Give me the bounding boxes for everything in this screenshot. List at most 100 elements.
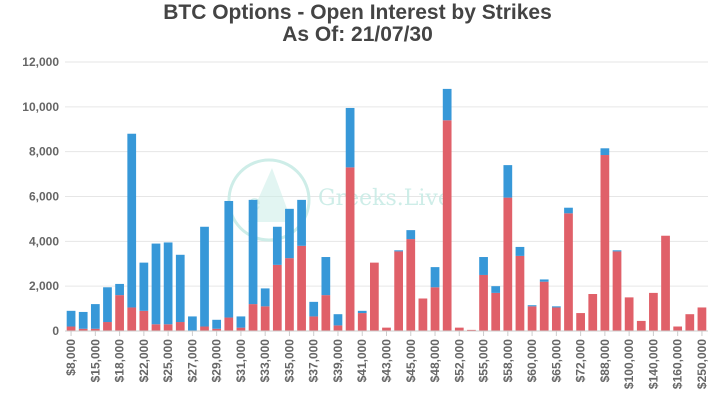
bar-segment-red[interactable]: [697, 307, 707, 331]
bar-segment-red[interactable]: [236, 327, 246, 331]
bar-segment-blue[interactable]: [163, 242, 173, 325]
bar-segment-red[interactable]: [661, 235, 670, 331]
bar-segment-blue[interactable]: [297, 199, 306, 246]
bar-segment-red[interactable]: [139, 310, 149, 331]
x-tick-label: $37,000: [307, 339, 321, 383]
bar-segment-red[interactable]: [551, 307, 561, 331]
bar-segment-blue[interactable]: [224, 200, 234, 318]
bar-segment-blue[interactable]: [394, 250, 403, 252]
x-tick-label: $33,000: [258, 339, 272, 383]
bar-segment-blue[interactable]: [309, 301, 319, 317]
bar-segment-blue[interactable]: [442, 88, 452, 121]
bar-segment-red[interactable]: [503, 197, 513, 331]
bar-segment-blue[interactable]: [321, 257, 331, 296]
bar-segment-blue[interactable]: [612, 250, 622, 252]
bar-segment-blue[interactable]: [430, 267, 440, 288]
bar-segment-blue[interactable]: [345, 107, 355, 168]
x-tick-label: $88,000: [598, 339, 612, 383]
bar-segment-red[interactable]: [224, 317, 234, 331]
bar-segment-red[interactable]: [103, 322, 112, 331]
bar-segment-blue[interactable]: [285, 208, 294, 259]
bar-segment-red[interactable]: [370, 262, 379, 331]
bar-segment-red[interactable]: [345, 167, 355, 331]
bar-segment-red[interactable]: [285, 258, 294, 331]
bar-segment-red[interactable]: [394, 251, 403, 331]
bar-segment-red[interactable]: [297, 245, 306, 331]
bar-segment-blue[interactable]: [212, 319, 222, 329]
bar-segment-red[interactable]: [624, 297, 634, 331]
bar-segment-blue[interactable]: [248, 199, 258, 305]
bar-segment-blue[interactable]: [272, 226, 282, 265]
bar-segment-red[interactable]: [115, 295, 124, 331]
bar-segment-red[interactable]: [564, 213, 573, 331]
bar-segment-blue[interactable]: [151, 243, 161, 325]
bar-segment-red[interactable]: [527, 306, 537, 331]
bar-segment-blue[interactable]: [78, 311, 88, 329]
bar-segment-blue[interactable]: [139, 262, 149, 311]
bar-segment-red[interactable]: [272, 264, 282, 331]
bar-segment-red[interactable]: [442, 120, 452, 332]
bar-segment-blue[interactable]: [479, 257, 488, 275]
bar-segment-red[interactable]: [491, 292, 501, 331]
watermark-circle: [227, 158, 311, 242]
bar-segment-blue[interactable]: [600, 148, 610, 156]
bar-segment-red[interactable]: [357, 313, 367, 331]
bar-segment-red[interactable]: [175, 322, 185, 331]
x-tick-label: $65,000: [549, 339, 563, 383]
bar-segment-red[interactable]: [430, 287, 440, 331]
bar-segment-blue[interactable]: [175, 254, 185, 323]
bar-segment-red[interactable]: [66, 326, 76, 331]
bar-segment-red[interactable]: [539, 281, 549, 331]
bar-segment-red[interactable]: [418, 298, 428, 331]
bar-segment-blue[interactable]: [260, 288, 270, 307]
bar-segment-blue[interactable]: [66, 310, 76, 327]
bar-segment-blue[interactable]: [200, 226, 209, 327]
bar-segment-red[interactable]: [406, 239, 416, 331]
bar-segment-blue[interactable]: [539, 279, 549, 282]
bar-segment-red[interactable]: [260, 306, 270, 331]
bar-segment-red[interactable]: [576, 313, 585, 331]
bar-segment-red[interactable]: [78, 328, 88, 331]
bar-segment-red[interactable]: [321, 295, 331, 331]
bar-segment-red[interactable]: [636, 320, 646, 331]
bar-segment-blue[interactable]: [115, 283, 124, 296]
y-tick-label: 10,000: [22, 100, 59, 114]
bar-segment-blue[interactable]: [551, 306, 561, 308]
bar-segment-red[interactable]: [382, 327, 391, 331]
bar-segment-red[interactable]: [309, 316, 319, 331]
bar-segment-red[interactable]: [479, 274, 488, 331]
bar-segment-blue[interactable]: [333, 314, 343, 326]
bar-segment-blue[interactable]: [357, 310, 367, 314]
bar-segment-red[interactable]: [454, 327, 464, 331]
bar-segment-red[interactable]: [649, 292, 658, 331]
bar-segment-blue[interactable]: [127, 133, 137, 308]
bar-segment-red[interactable]: [673, 326, 683, 331]
bar-segment-blue[interactable]: [491, 286, 501, 293]
bar-segment-red[interactable]: [163, 324, 173, 331]
bar-segment-red[interactable]: [685, 314, 695, 331]
bar-segment-red[interactable]: [212, 328, 222, 331]
bar-segment-red[interactable]: [248, 304, 258, 331]
y-tick-label: 2,000: [29, 279, 59, 293]
bar-segment-red[interactable]: [151, 324, 161, 331]
bar-segment-red[interactable]: [467, 329, 476, 331]
bar-segment-red[interactable]: [588, 294, 598, 331]
bar-segment-red[interactable]: [515, 255, 525, 331]
x-tick-label: $15,000: [88, 339, 102, 383]
x-tick-label: $25,000: [161, 339, 175, 383]
bar-segment-blue[interactable]: [90, 304, 100, 329]
bar-segment-blue[interactable]: [103, 287, 112, 323]
bar-segment-red[interactable]: [200, 326, 209, 331]
bar-segment-blue[interactable]: [564, 207, 573, 214]
bar-segment-blue[interactable]: [188, 316, 197, 331]
bar-segment-blue[interactable]: [503, 165, 513, 198]
bar-segment-blue[interactable]: [236, 316, 246, 328]
bar-segment-blue[interactable]: [527, 305, 537, 307]
bar-segment-red[interactable]: [90, 328, 100, 331]
bar-segment-red[interactable]: [127, 307, 137, 331]
bar-segment-red[interactable]: [612, 251, 622, 331]
bar-segment-blue[interactable]: [406, 230, 416, 240]
bar-segment-red[interactable]: [333, 325, 343, 331]
bar-segment-red[interactable]: [600, 155, 610, 331]
bar-segment-blue[interactable]: [515, 246, 525, 256]
